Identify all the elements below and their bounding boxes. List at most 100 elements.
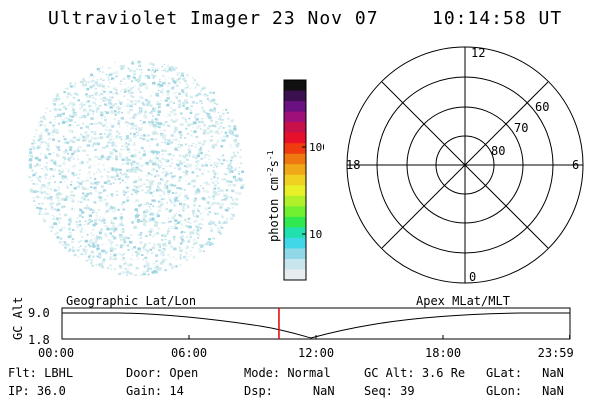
earth-pixel <box>156 174 158 176</box>
earth-pixel <box>175 108 178 110</box>
earth-pixel <box>166 233 169 235</box>
earth-pixel <box>114 61 116 63</box>
earth-pixel <box>152 236 154 238</box>
earth-pixel <box>123 225 125 227</box>
earth-pixel <box>205 94 209 97</box>
earth-pixel <box>140 69 143 71</box>
earth-pixel <box>58 173 61 175</box>
earth-pixel <box>187 123 191 127</box>
earth-pixel <box>154 121 156 123</box>
earth-pixel <box>133 274 135 275</box>
earth-pixel <box>77 177 80 179</box>
earth-pixel <box>94 88 96 90</box>
earth-pixel <box>126 186 128 188</box>
earth-pixel <box>150 138 154 141</box>
colorbar-cell <box>284 164 306 176</box>
date-label: 23 Nov 07 <box>272 8 379 29</box>
earth-pixel <box>219 115 223 118</box>
earth-pixel <box>240 186 244 189</box>
earth-pixel <box>173 81 177 84</box>
earth-pixel <box>88 218 92 221</box>
earth-pixel <box>94 104 98 107</box>
earth-pixel <box>130 154 134 158</box>
earth-pixel <box>62 121 66 124</box>
lat-label-70: 70 <box>514 121 528 135</box>
earth-pixel <box>155 254 159 257</box>
earth-pixel <box>180 112 183 115</box>
earth-pixel <box>85 93 88 96</box>
orbit-timeline: Geographic Lat/Lon Apex MLat/MLT GC Alt … <box>11 294 574 360</box>
earth-pixel <box>181 89 183 91</box>
earth-pixel <box>178 176 182 179</box>
earth-pixel <box>68 225 70 227</box>
earth-pixel <box>158 126 161 129</box>
timeline-left-label: Geographic Lat/Lon <box>66 294 196 308</box>
earth-pixel <box>222 109 225 111</box>
earth-pixel <box>186 204 189 207</box>
earth-pixel <box>61 193 63 195</box>
earth-pixel <box>70 106 73 108</box>
earth-pixel <box>102 147 105 149</box>
earth-pixel <box>145 109 147 111</box>
earth-pixel <box>94 181 98 185</box>
earth-pixel <box>133 133 136 136</box>
earth-pixel <box>86 134 90 137</box>
earth-pixel <box>199 227 202 230</box>
earth-pixel <box>155 67 159 70</box>
earth-pixel <box>119 182 121 184</box>
earth-pixel <box>217 112 219 114</box>
earth-pixel <box>81 160 84 164</box>
earth-pixel <box>112 142 116 146</box>
earth-pixel <box>122 201 126 204</box>
earth-pixel <box>166 90 170 93</box>
earth-pixel <box>231 138 233 139</box>
earth-pixel <box>94 178 97 180</box>
earth-pixel <box>29 150 32 153</box>
earth-pixel <box>40 197 42 199</box>
earth-pixel <box>113 257 117 261</box>
earth-pixel <box>69 101 73 105</box>
instrument-title: Ultraviolet Imager <box>48 8 262 29</box>
earth-pixel <box>57 186 60 188</box>
earth-pixel <box>123 149 125 150</box>
earth-pixel <box>215 121 218 124</box>
earth-pixel <box>137 185 142 188</box>
earth-pixel <box>123 240 127 244</box>
earth-pixel <box>194 193 197 196</box>
earth-pixel <box>101 117 103 120</box>
earth-pixel <box>110 268 112 270</box>
earth-pixel <box>110 221 113 224</box>
earth-pixel <box>168 240 171 243</box>
earth-pixel <box>185 231 187 233</box>
earth-pixel <box>57 203 59 205</box>
earth-pixel <box>103 181 107 184</box>
earth-pixel <box>122 190 126 193</box>
earth-pixel <box>100 176 103 178</box>
earth-pixel <box>60 170 64 174</box>
earth-pixel <box>236 145 239 148</box>
earth-pixel <box>43 117 47 120</box>
earth-pixel <box>132 96 135 98</box>
earth-pixel <box>169 199 171 201</box>
earth-pixel <box>90 262 93 265</box>
earth-pixel <box>137 100 141 103</box>
earth-pixel <box>191 126 193 128</box>
earth-pixel <box>114 178 117 180</box>
earth-pixel <box>96 156 99 158</box>
earth-pixel <box>159 81 161 83</box>
earth-pixel <box>86 96 88 98</box>
earth-pixel <box>224 133 226 135</box>
colorbar-cell <box>284 80 306 92</box>
earth-pixel <box>176 74 179 76</box>
earth-pixel <box>161 88 164 90</box>
earth-pixel <box>180 192 182 194</box>
earth-pixel <box>235 179 239 182</box>
earth-pixel <box>203 170 205 172</box>
earth-pixel <box>109 167 111 169</box>
earth-pixel <box>155 121 160 125</box>
earth-pixel <box>106 134 111 137</box>
earth-pixel <box>69 233 72 236</box>
colorbar-cell <box>284 143 306 155</box>
earth-pixel <box>159 155 161 157</box>
earth-pixel <box>53 189 57 192</box>
